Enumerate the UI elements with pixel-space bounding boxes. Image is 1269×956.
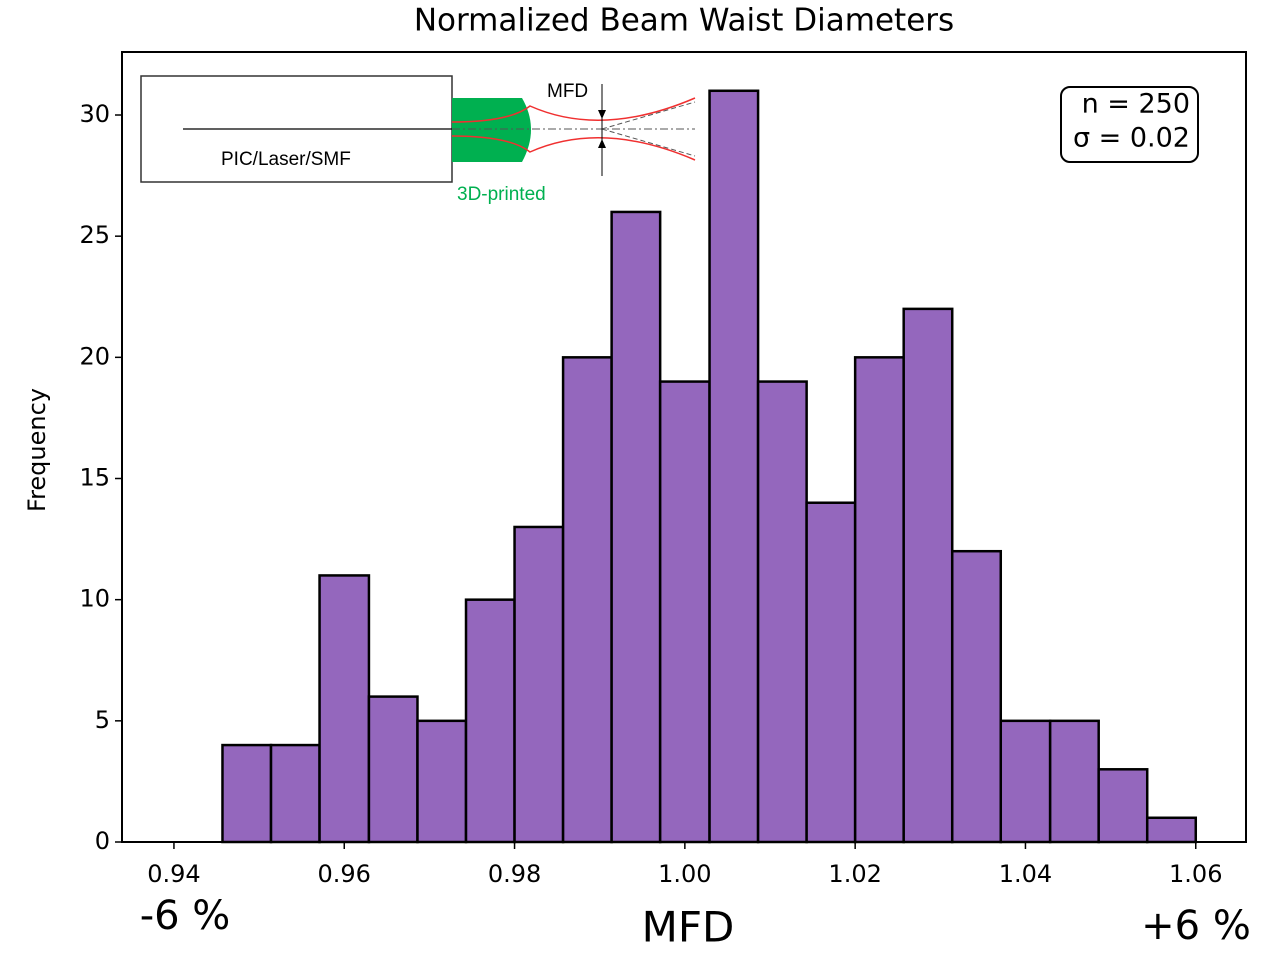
- inset-label: PIC/Laser/SMF: [221, 149, 351, 170]
- stats-text: n = 250: [1082, 89, 1190, 120]
- y-tick-label: 15: [79, 464, 110, 492]
- inset-diagram: PIC/Laser/SMF 3D-printed MFD: [140, 75, 696, 205]
- y-tick-label: 0: [95, 827, 110, 855]
- beam-edge: [451, 97, 696, 123]
- bar: [805, 501, 857, 844]
- bar: [853, 356, 905, 844]
- y-axis-label: Frequency: [23, 388, 51, 512]
- range-label: +6 %: [1141, 903, 1251, 949]
- x-tick-label: 1.00: [658, 860, 711, 888]
- x-tick-label: 1.06: [1169, 860, 1222, 888]
- stats-box: [1060, 86, 1199, 163]
- inset-label: 3D-printed: [457, 184, 546, 205]
- divergence-line: [601, 101, 696, 130]
- bar: [708, 89, 760, 844]
- x-tick-label: 0.96: [318, 860, 371, 888]
- divergence-line: [601, 128, 696, 157]
- y-tick-label: 5: [95, 706, 110, 734]
- bar: [610, 210, 662, 844]
- bar: [221, 743, 273, 844]
- x-tick-label: 0.94: [147, 860, 200, 888]
- chart-title: Normalized Beam Waist Diameters: [414, 3, 954, 39]
- range-label: -6 %: [140, 893, 231, 939]
- bar: [999, 719, 1052, 844]
- x-tick-label: 1.02: [828, 860, 881, 888]
- beam-edge: [451, 135, 696, 161]
- plot-frame: [121, 51, 1247, 843]
- bar: [950, 549, 1003, 844]
- x-axis-label: MFD: [642, 903, 735, 952]
- waist-arrows: [598, 110, 606, 148]
- y-tick-label: 25: [79, 221, 110, 249]
- bar: [658, 380, 711, 844]
- inset-label: MFD: [547, 81, 588, 102]
- lens-shape: [452, 98, 531, 162]
- x-tick-label: 0.98: [488, 860, 541, 888]
- y-tick-label: 30: [79, 100, 110, 128]
- bar: [269, 743, 321, 844]
- bar: [902, 307, 954, 844]
- bar: [1145, 816, 1198, 844]
- bar: [464, 598, 516, 844]
- stats-text: σ = 0.02: [1073, 123, 1190, 154]
- y-tick-label: 10: [79, 585, 110, 613]
- bar: [561, 356, 613, 844]
- bar: [513, 525, 565, 844]
- bar: [756, 380, 808, 844]
- bar: [1097, 768, 1149, 844]
- x-tick-label: 1.04: [999, 860, 1052, 888]
- bar: [1048, 719, 1100, 844]
- y-tick-label: 20: [79, 342, 110, 370]
- bar: [318, 574, 371, 844]
- bar: [416, 719, 468, 844]
- bars: [221, 89, 1198, 844]
- bar: [367, 695, 419, 844]
